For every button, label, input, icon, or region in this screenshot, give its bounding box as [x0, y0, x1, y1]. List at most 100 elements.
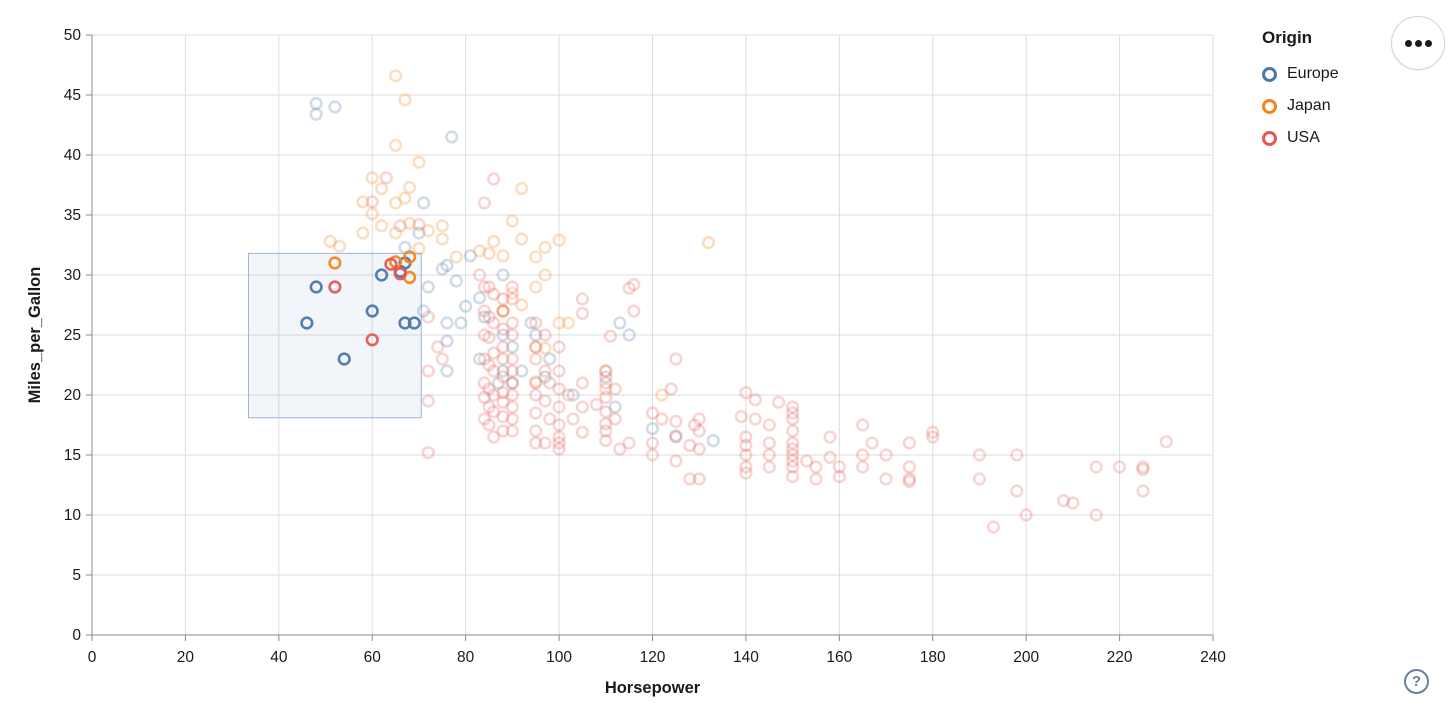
legend-item-usa[interactable]: USA: [1262, 122, 1382, 154]
data-point-usa: [538, 328, 552, 342]
data-point-europe: [491, 376, 505, 390]
data-point-usa: [856, 448, 870, 462]
data-point-usa: [1089, 460, 1103, 474]
data-point-usa: [739, 438, 753, 453]
x-tick-label: 140: [733, 649, 759, 666]
help-button[interactable]: ?: [1404, 669, 1429, 694]
data-point-usa: [972, 472, 987, 486]
selected-point-europe: [309, 280, 323, 294]
data-point-usa: [669, 454, 683, 468]
data-point-europe: [440, 316, 454, 330]
data-point-usa: [669, 352, 683, 366]
data-point-europe: [309, 96, 323, 110]
selected-point-usa: [384, 257, 398, 271]
data-point-japan: [599, 382, 613, 396]
data-point-europe: [599, 370, 613, 384]
data-point-europe: [505, 340, 519, 354]
legend: Origin Europe Japan USA: [1262, 28, 1382, 154]
data-point-usa: [543, 412, 557, 426]
data-point-europe: [477, 310, 491, 324]
data-point-usa: [622, 436, 636, 450]
data-point-usa: [529, 376, 543, 390]
data-point-usa: [786, 470, 800, 484]
data-point-usa: [739, 448, 753, 462]
x-tick-label: 40: [270, 649, 288, 666]
data-point-usa: [477, 328, 491, 342]
data-point-europe: [328, 100, 342, 114]
data-point-europe: [449, 274, 463, 288]
legend-item-label: Japan: [1287, 97, 1331, 114]
data-point-europe: [459, 299, 473, 313]
data-point-japan: [487, 234, 501, 248]
data-point-europe: [440, 364, 454, 378]
x-tick-label: 240: [1200, 649, 1226, 666]
data-point-usa: [482, 280, 496, 294]
data-point-japan: [599, 364, 613, 378]
data-point-usa: [823, 450, 837, 465]
selected-point-japan: [403, 250, 417, 264]
data-point-usa: [435, 352, 449, 366]
data-point-japan: [552, 316, 566, 330]
data-point-usa: [552, 436, 566, 450]
data-point-usa: [482, 358, 496, 372]
data-point-europe: [608, 400, 622, 414]
legend-item-europe[interactable]: Europe: [1262, 58, 1382, 90]
data-point-usa: [473, 268, 487, 282]
data-point-usa: [902, 460, 916, 474]
data-point-usa: [487, 172, 501, 186]
data-point-usa: [505, 280, 519, 294]
data-point-usa: [575, 306, 590, 321]
data-point-europe: [622, 328, 636, 342]
data-point-usa: [505, 400, 519, 414]
data-point-europe: [435, 262, 449, 276]
data-point-usa: [599, 417, 613, 431]
data-point-usa: [739, 466, 753, 480]
data-point-europe: [309, 107, 323, 121]
data-point-usa: [608, 382, 622, 396]
data-point-usa: [505, 376, 519, 390]
selected-point-europe: [337, 352, 351, 366]
y-tick-label: 5: [72, 567, 81, 584]
data-point-usa: [552, 418, 566, 432]
ellipsis-icon: [1424, 39, 1432, 47]
data-point-usa: [529, 340, 543, 354]
data-point-usa: [538, 364, 552, 378]
data-point-usa: [487, 364, 501, 378]
data-point-europe: [505, 376, 519, 390]
data-point-usa: [1010, 448, 1024, 462]
data-point-europe: [669, 429, 683, 443]
data-point-europe: [421, 280, 435, 294]
data-point-europe: [445, 130, 459, 144]
data-point-usa: [496, 322, 510, 336]
data-point-japan: [655, 388, 669, 402]
data-point-japan: [389, 138, 403, 152]
data-point-japan: [398, 93, 412, 107]
data-point-usa: [972, 448, 987, 462]
data-point-usa: [505, 352, 519, 366]
data-point-usa: [786, 424, 800, 438]
data-point-japan: [389, 226, 403, 240]
data-point-japan: [496, 304, 510, 318]
data-point-usa: [669, 414, 683, 429]
x-tick-label: 20: [177, 649, 195, 666]
data-point-usa: [748, 412, 762, 426]
legend-item-japan[interactable]: Japan: [1262, 90, 1382, 122]
y-tick-label: 35: [64, 207, 81, 224]
data-point-europe: [543, 352, 557, 366]
data-point-usa: [879, 472, 893, 486]
ellipsis-icon: [1404, 39, 1412, 47]
data-point-usa: [748, 393, 762, 407]
x-tick-label: 0: [88, 649, 97, 666]
y-tick-label: 45: [64, 87, 81, 104]
y-tick-label: 15: [64, 447, 81, 464]
data-point-japan: [529, 280, 543, 294]
data-point-usa: [552, 382, 566, 396]
data-point-usa: [599, 424, 613, 438]
data-point-japan: [473, 244, 487, 258]
more-options-button[interactable]: [1391, 16, 1445, 70]
data-point-japan: [561, 316, 576, 330]
data-point-usa: [786, 400, 800, 414]
data-point-usa: [800, 454, 814, 468]
data-point-usa: [645, 406, 660, 420]
